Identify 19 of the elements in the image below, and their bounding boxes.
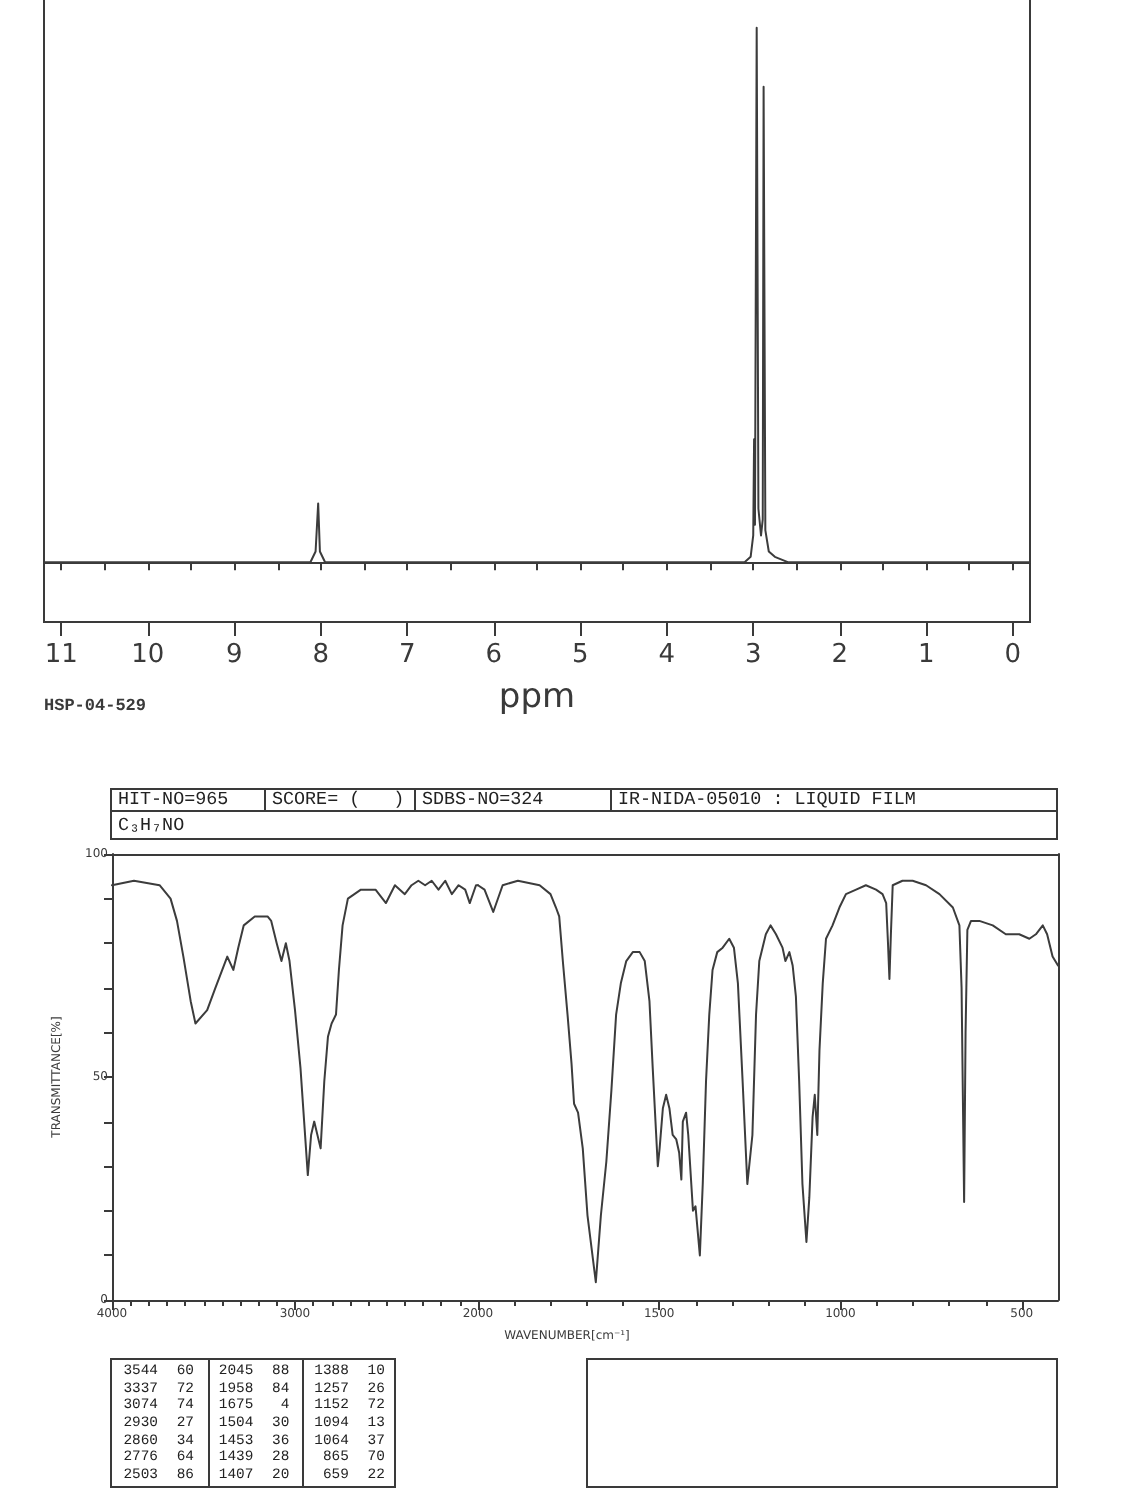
text: SDBS-NO=324 bbox=[422, 788, 544, 810]
x-tick-label: 2 bbox=[831, 640, 848, 670]
text: IR-NIDA-05010 : LIQUID FILM bbox=[618, 788, 916, 810]
x-axis-title: ppm bbox=[498, 677, 576, 717]
x-tick-label: 4 bbox=[658, 640, 676, 670]
x-tick-label: 1 bbox=[917, 640, 935, 670]
x-tick-label: 6 bbox=[485, 640, 503, 670]
text: SCORE= ( ) bbox=[272, 788, 405, 810]
chart-title: C₃H₇NO bbox=[118, 814, 185, 838]
text: HSP-04-529 bbox=[44, 696, 147, 716]
x-tick-label: 11 bbox=[44, 640, 78, 670]
x-tick-label: 9 bbox=[226, 640, 243, 670]
text: HIT-NO=965 bbox=[118, 788, 229, 810]
x-tick-label: 5 bbox=[571, 640, 589, 670]
x-tick-label: 8 bbox=[312, 640, 330, 670]
x-tick-label: 7 bbox=[398, 640, 416, 670]
x-tick-label: 10 bbox=[131, 640, 165, 670]
x-tick-label: 3 bbox=[744, 640, 762, 670]
x-tick-label: 0 bbox=[1004, 640, 1021, 670]
